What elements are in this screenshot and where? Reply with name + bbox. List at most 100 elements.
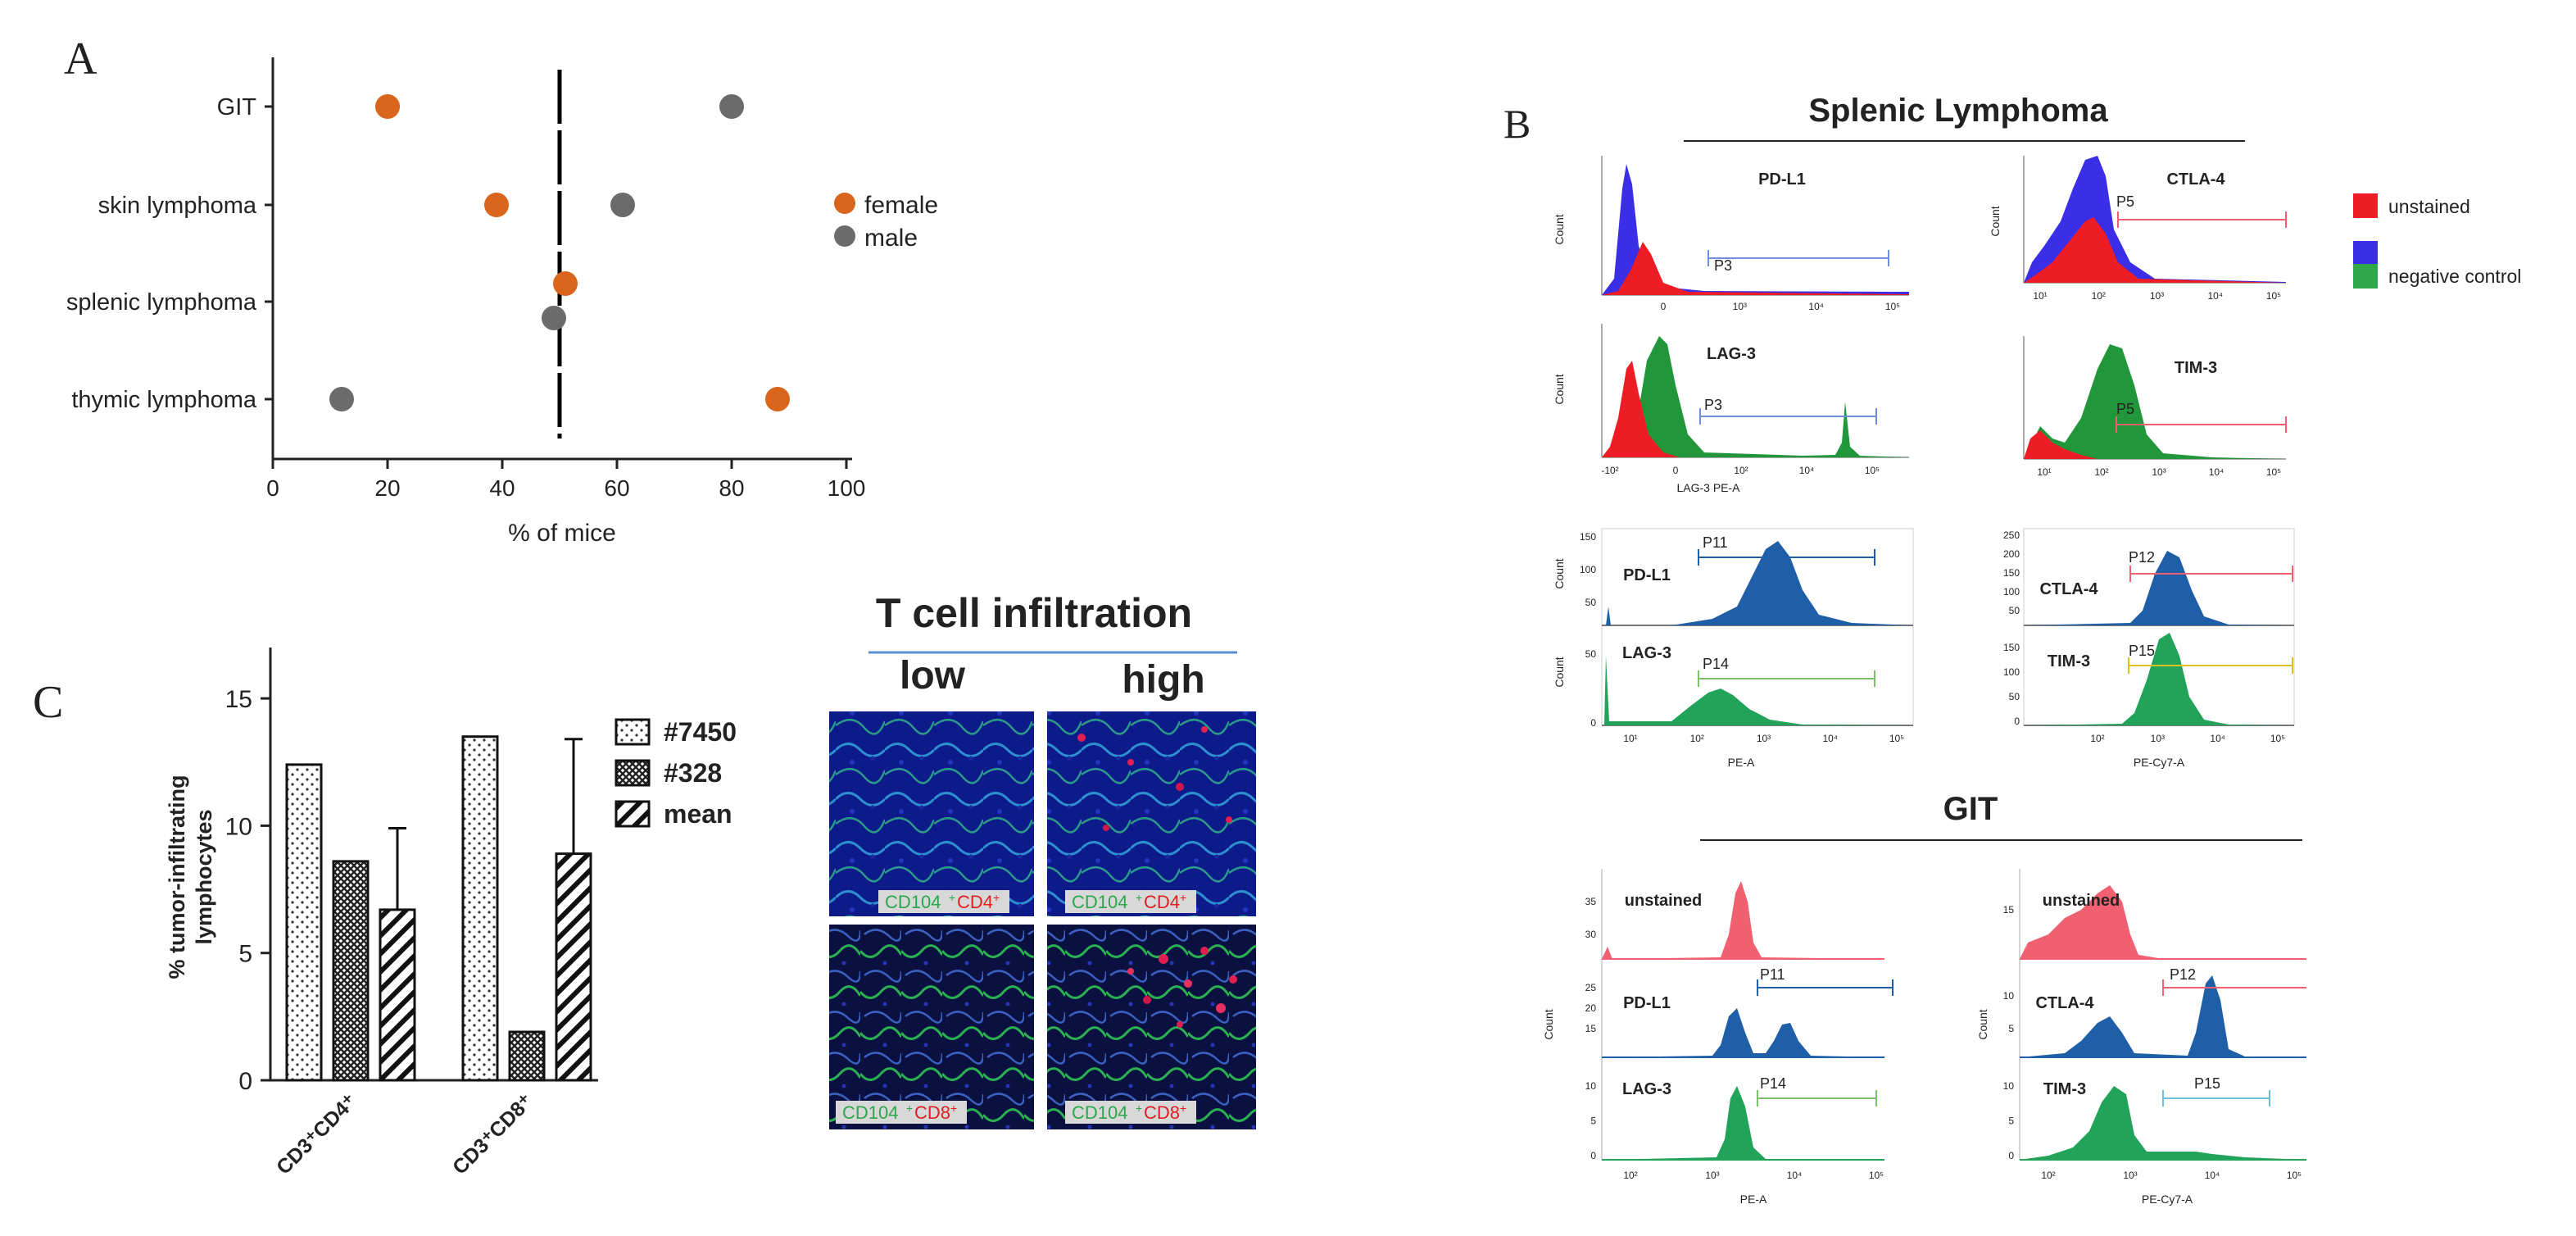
tim3-curve xyxy=(2020,1086,2306,1160)
x-tick-label: 10⁵ xyxy=(2270,733,2285,744)
y-tick-label: 5 xyxy=(238,941,252,968)
gate-label-2: P14 xyxy=(1703,656,1729,672)
y-tick-label: 15 xyxy=(2003,904,2015,916)
category-label: GIT xyxy=(217,94,257,120)
y-axis-label: Count xyxy=(1553,374,1566,404)
gate-bar-2 xyxy=(1698,670,1875,687)
section-title-git: GIT xyxy=(1943,791,1998,827)
y-tick-label: 5 xyxy=(1590,1116,1596,1127)
caption-sup-a: + xyxy=(949,891,955,904)
legend-328-label: #328 xyxy=(664,758,722,788)
ctla4-curve xyxy=(2024,551,2294,625)
y-tick-label: 5 xyxy=(2008,1116,2014,1127)
point-female xyxy=(553,271,578,296)
unstained-curve xyxy=(2020,885,2306,959)
marker-label-2: TIM-3 xyxy=(2048,652,2090,670)
bar-mean xyxy=(379,908,416,1082)
gate-bar-1 xyxy=(2129,566,2293,582)
bar-328 xyxy=(332,860,370,1082)
hist-git-left: Count unstained PD-L1 P11 LAG-3 P14 PE-A… xyxy=(1542,869,1893,1206)
y-tick-label: 100 xyxy=(2003,666,2020,678)
point-female xyxy=(765,387,790,411)
point-male xyxy=(542,306,566,330)
panel-b-legend: unstained negative control xyxy=(2353,193,2521,289)
marker-label: TIM-3 xyxy=(2175,359,2217,377)
y-tick-label: 250 xyxy=(2003,529,2020,541)
x-tick-label: 10³ xyxy=(1733,301,1747,312)
y-tick-label: 50 xyxy=(2009,605,2020,616)
y-axis-label: Count xyxy=(1989,206,2002,236)
point-male xyxy=(329,387,354,411)
bar-7450 xyxy=(461,735,499,1082)
y-tick-label: 15 xyxy=(225,686,252,713)
legend-mean-swatch xyxy=(615,800,651,828)
category-labels: GIT skin lymphoma splenic lymphoma thymic l… xyxy=(66,94,273,413)
marker-label-2: LAG-3 xyxy=(1622,1080,1671,1098)
x-tick-label: 80 xyxy=(719,475,744,501)
hist-splenic-left: Count Count PD-L1 P11 LAG-3 P14 PE-A 10¹… xyxy=(1553,528,1914,769)
x-tick-label: 10² xyxy=(2090,733,2104,744)
x-tick-label: 10¹ xyxy=(1623,733,1637,744)
x-axis-label: PE-A xyxy=(1740,1193,1767,1206)
x-tick-label: 10⁴ xyxy=(2210,733,2225,744)
gate-bar-2 xyxy=(1757,1090,1877,1106)
bar-mean xyxy=(555,852,592,1082)
micro-image-high-cd4 xyxy=(1047,711,1256,916)
gate-bar-1 xyxy=(1698,549,1875,566)
x-tick-label: 10⁵ xyxy=(1869,1170,1884,1181)
point-male xyxy=(610,193,635,217)
x-tick-label: 40 xyxy=(489,475,515,501)
caption-sup-a: + xyxy=(1136,1102,1142,1115)
x-tick-label: 10⁵ xyxy=(2266,466,2281,478)
x-tick-label: 10⁴ xyxy=(2207,290,2223,302)
x-tick-label: 10⁴ xyxy=(1808,301,1824,312)
legend-negative-label: negative control xyxy=(2388,266,2521,287)
legend-male-marker xyxy=(834,225,855,247)
gate-label: P3 xyxy=(1714,257,1732,274)
legend-7450-label: #7450 xyxy=(664,717,737,747)
gate-label-1: P11 xyxy=(1703,534,1728,551)
x-axis-label: LAG-3 PE-A xyxy=(1676,481,1740,494)
x-tick-label: 10² xyxy=(2094,466,2108,478)
marker-label: LAG-3 xyxy=(1707,345,1756,363)
tim3-curve xyxy=(2024,633,2294,725)
category-label: CD3⁺CD4⁺ xyxy=(272,1089,361,1179)
x-tick-label: 100 xyxy=(828,475,866,501)
unstained-curve xyxy=(2024,217,2286,283)
caption-low-cd4: CD104 + CD4 + xyxy=(878,890,1009,913)
caption-sup-b: + xyxy=(993,891,1000,904)
x-tick-label: 10³ xyxy=(1757,733,1771,744)
x-tick-label: 10⁵ xyxy=(1865,465,1880,476)
high-cd4-red-cells xyxy=(1077,726,1232,831)
x-axis-label: PE-A xyxy=(1728,756,1755,769)
unstained-curve xyxy=(1602,242,1909,295)
x-tick-label: 10⁴ xyxy=(1787,1170,1803,1181)
x-tick-label: 10² xyxy=(1734,465,1748,476)
y-tick-labels: 0 5 10 15 xyxy=(225,686,270,1095)
y-tick-label: 20 xyxy=(1585,1002,1597,1014)
x-tick-label: 10³ xyxy=(1705,1170,1719,1181)
lag3-curve xyxy=(1602,1086,1884,1160)
x-tick-label: 10⁴ xyxy=(1799,465,1815,476)
caption-sup-b: + xyxy=(1180,891,1186,904)
panel-b: B Splenic Lymphoma unstained negative co… xyxy=(1503,93,2521,1206)
hist-splenic-right: CTLA-4 P12 TIM-3 P15 PE-Cy7-A 10² 10³ 10⁴ 1… xyxy=(2003,528,2295,769)
gate-bar-2 xyxy=(2128,657,2293,674)
micro-image-low-cd4 xyxy=(829,711,1034,916)
caption-high-cd4: CD104 + CD4 + xyxy=(1065,890,1196,913)
gate-label-1: P11 xyxy=(1760,966,1785,983)
x-tick-label: 60 xyxy=(604,475,629,501)
caption-marker-b: CD8 xyxy=(914,1102,950,1123)
caption-marker-b: CD4 xyxy=(957,892,993,912)
bar-328 xyxy=(508,1030,546,1082)
point-female xyxy=(484,193,509,217)
unstained-curve xyxy=(1602,881,1884,959)
x-axis-label: % of mice xyxy=(508,520,616,547)
category-label: thymic lymphoma xyxy=(71,387,256,413)
y-tick-label: 30 xyxy=(1585,929,1597,940)
microscopy-panel: T cell infiltration low high CD104 xyxy=(829,590,1256,1129)
marker-label-1: PD-L1 xyxy=(1623,994,1671,1012)
caption-marker-a: CD104 xyxy=(1072,892,1127,912)
legend-7450-swatch xyxy=(615,718,651,746)
